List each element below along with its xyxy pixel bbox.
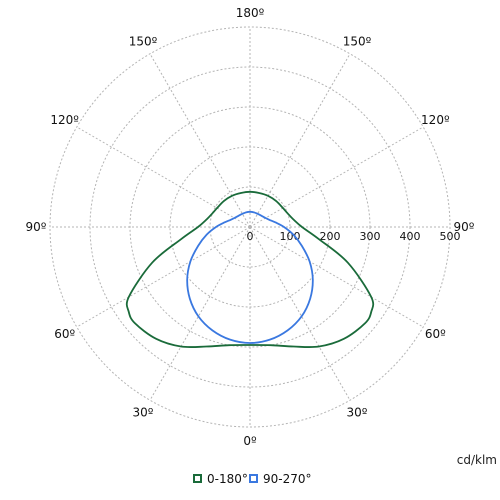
radial-tick-label: 200	[320, 230, 341, 243]
grid-spoke	[149, 226, 251, 401]
legend-swatch	[249, 474, 258, 483]
angle-labels: 180º 150º 150º 120º 120º 90º 90º 60º 60º 30º 30º 0º	[26, 6, 475, 448]
series-curves	[125, 190, 375, 349]
legend-label: 0-180°	[207, 472, 248, 486]
radial-tick-label: 100	[280, 230, 301, 243]
grid-spoke	[249, 126, 424, 228]
legend-swatch	[193, 474, 202, 483]
radial-tick-label: 500	[440, 230, 461, 243]
series-curve	[186, 210, 314, 344]
grid-circle-500	[49, 26, 451, 428]
radial-tick-label: 400	[400, 230, 421, 243]
grid-spoke	[249, 226, 424, 328]
angle-label: 60º	[54, 327, 75, 341]
angle-label: 120º	[50, 113, 79, 127]
legend-label: 90-270°	[263, 472, 312, 486]
angular-grid-spokes	[50, 27, 450, 427]
radial-tick-label: 0	[247, 230, 254, 243]
angle-label: 90º	[454, 220, 475, 234]
series-curve	[125, 190, 375, 349]
unit-label: cd/klm	[457, 453, 497, 467]
angle-label: 30º	[133, 405, 154, 419]
grid-spoke	[76, 126, 251, 228]
angle-label: 150º	[343, 35, 372, 49]
angle-label: 180º	[236, 6, 265, 20]
radial-tick-labels: 0 100 200 300 400 500	[247, 230, 461, 243]
legend: 0-180° 90-270°	[193, 472, 312, 486]
grid-spoke	[76, 226, 251, 328]
angle-label: 0º	[243, 434, 257, 448]
grid-spoke	[149, 53, 251, 228]
grid-spoke	[249, 53, 351, 228]
angle-label: 150º	[129, 35, 158, 49]
grid-spoke	[249, 226, 351, 401]
radial-tick-label: 300	[360, 230, 381, 243]
angle-label: 30º	[347, 405, 368, 419]
angle-label: 120º	[421, 113, 450, 127]
angle-label: 90º	[26, 220, 47, 234]
angle-label: 60º	[425, 327, 446, 341]
